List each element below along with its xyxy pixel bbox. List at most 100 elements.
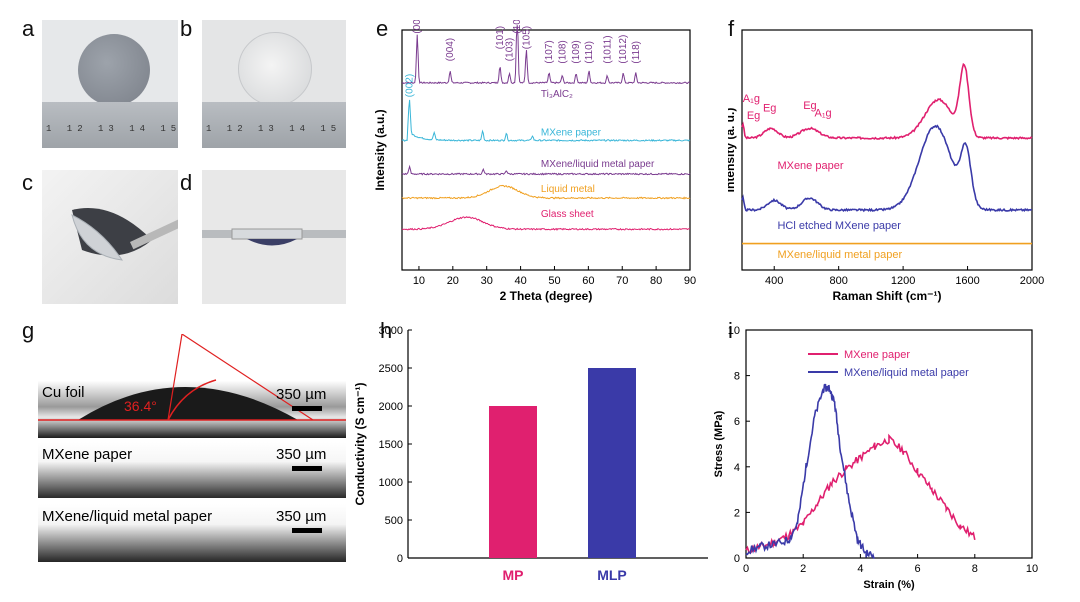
series-label: Liquid metal	[541, 184, 595, 195]
series-line-0	[741, 62, 1033, 141]
photo-b-liquid-metal-disc: 1 12 13 14 15 16 17 18 1	[202, 20, 346, 148]
series-line-1	[401, 99, 691, 142]
scale-label: 350 µm	[276, 386, 327, 403]
peak-annotation: (101)	[495, 26, 506, 49]
x-tick-label: 20	[447, 275, 459, 287]
cu-foil-label: Cu foil	[42, 384, 85, 401]
series-label: MXene paper	[777, 160, 843, 172]
y-tick-label: 1500	[379, 439, 403, 451]
peak-annotation: (004)	[445, 38, 456, 61]
x-tick-label: 70	[616, 275, 628, 287]
mode-annotation: A₁g	[815, 107, 832, 119]
x-tick-label: 30	[481, 275, 493, 287]
x-tick-label: 6	[915, 563, 921, 575]
series-line-4	[401, 216, 691, 231]
legend-label: MXene paper	[844, 349, 910, 361]
x-tick-label: 60	[582, 275, 594, 287]
y-tick-label: 4	[734, 462, 740, 474]
mxene-disc	[78, 34, 150, 106]
category-label: MP	[503, 567, 524, 583]
contact-angle-value: 36.4°	[124, 398, 157, 414]
scale-bar	[292, 406, 322, 411]
cu-foil-strip: Cu foil 36.4° 350 µm	[38, 334, 346, 438]
bar-mlp	[588, 368, 636, 558]
flexible-strip-drawing	[202, 228, 346, 246]
peak-annotation: (108)	[557, 40, 568, 63]
x-tick-label: 8	[972, 563, 978, 575]
y-tick-label: 3000	[379, 325, 403, 337]
y-tick-label: 10	[728, 325, 740, 337]
ruler: 1 12 13 14 15 16 17 18 1	[42, 102, 178, 148]
peak-annotation: (1012)	[618, 35, 629, 64]
panel-label-f: f	[728, 16, 735, 41]
y-axis-label: Intensity (a.u.)	[373, 109, 387, 190]
y-tick-label: 1000	[379, 477, 403, 489]
category-label: MLP	[597, 567, 627, 583]
x-tick-label: 80	[650, 275, 662, 287]
liquid-metal-disc	[238, 32, 312, 106]
y-axis-label: Intensity (a. u.)	[728, 108, 737, 193]
photo-c-bent-paper	[42, 170, 178, 304]
series-label: MXene/liquid metal paper	[541, 159, 655, 170]
panel-label-d: d	[180, 170, 193, 195]
x-tick-label: 90	[684, 275, 696, 287]
mode-annotation: A₁g	[743, 93, 760, 105]
series-label: Glass sheet	[541, 209, 594, 220]
plot-frame	[745, 329, 1033, 559]
mode-annotation: Eg	[763, 103, 776, 115]
y-tick-label: 8	[734, 371, 740, 383]
y-tick-label: 0	[734, 553, 740, 565]
series-line-0	[401, 25, 691, 85]
ruler: 1 12 13 14 15 16 17 18 1	[202, 102, 346, 148]
plot-frame	[401, 29, 691, 271]
chart-f-raman: 400 800 1200 1600 2000 Raman Shift (cm⁻¹) Inte…	[728, 29, 1044, 303]
peak-annotation: (118)	[631, 41, 642, 64]
y-tick-label: 2000	[379, 401, 403, 413]
chart-i-stress-strain: 0 2 4 6 8 10 0 2 4 6 8 10 Strain (%) Stress (MPa) MXen…	[713, 325, 1038, 591]
peak-annotation: (002)	[412, 20, 423, 34]
peak-annotation: (104)	[512, 20, 523, 34]
series-label: HCl etched MXene paper	[777, 220, 901, 232]
panel-label-b: b	[180, 16, 193, 41]
ruler-numbers: 1 12 13 14 15 16 17 18 1	[46, 124, 178, 134]
series-line-1	[741, 124, 1033, 213]
scale-bar	[292, 528, 322, 533]
peak-annotation: (1011)	[602, 35, 613, 63]
x-tick-label: 1200	[891, 275, 915, 287]
x-tick-label: 50	[548, 275, 560, 287]
y-tick-label: 0	[397, 553, 403, 565]
mxene-lm-paper-label: MXene/liquid metal paper	[42, 508, 213, 525]
peak-annotation: (109)	[571, 40, 582, 63]
y-tick-label: 6	[734, 416, 740, 428]
mode-annotation: Eg	[803, 100, 816, 112]
series-line-2	[401, 164, 691, 176]
x-tick-label: 1600	[955, 275, 979, 287]
panel-label-a: a	[22, 16, 35, 41]
x-axis-label: Strain (%)	[863, 579, 915, 591]
photo-a-mxene-disc: 1 12 13 14 15 16 17 18 1	[42, 20, 178, 148]
plot-frame	[741, 29, 1033, 271]
legend-label: MXene/liquid metal paper	[844, 367, 969, 379]
scale-label: 350 µm	[276, 508, 327, 525]
x-axis-label: 2 Theta (degree)	[500, 289, 593, 303]
ti3alc2-label: Ti₃AlC₂	[541, 89, 573, 100]
peak-annotation: (110)	[584, 41, 595, 64]
series-line-1	[745, 383, 875, 559]
y-axis-label: Conductivity (S cm⁻¹)	[353, 382, 367, 505]
x-tick-label: 0	[743, 563, 749, 575]
panel-label-e: e	[376, 16, 389, 41]
y-tick-label: 2500	[379, 363, 403, 375]
x-tick-label: 10	[413, 275, 425, 287]
panel-label-h: h	[380, 318, 393, 343]
x-tick-label: 2	[800, 563, 806, 575]
peak-annotation: (107)	[544, 40, 555, 63]
bar-mp	[489, 406, 537, 558]
panel-label-i: i	[728, 318, 733, 343]
chart-e-xrd: 10 20 30 40 50 60 70 80 90 2 Theta (degree) Intens…	[373, 20, 696, 303]
series-line-0	[745, 433, 976, 555]
series-label: MXene/liquid metal paper	[777, 249, 902, 261]
series-label: MXene paper	[541, 128, 602, 139]
mode-annotation: Eg	[747, 110, 760, 122]
y-tick-label: 500	[385, 515, 403, 527]
contact-angle-drawing	[38, 334, 346, 421]
